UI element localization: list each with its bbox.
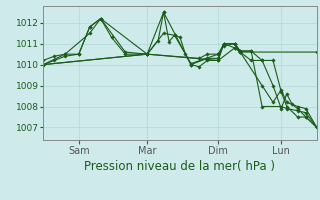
X-axis label: Pression niveau de la mer( hPa ): Pression niveau de la mer( hPa ) [84,160,276,173]
